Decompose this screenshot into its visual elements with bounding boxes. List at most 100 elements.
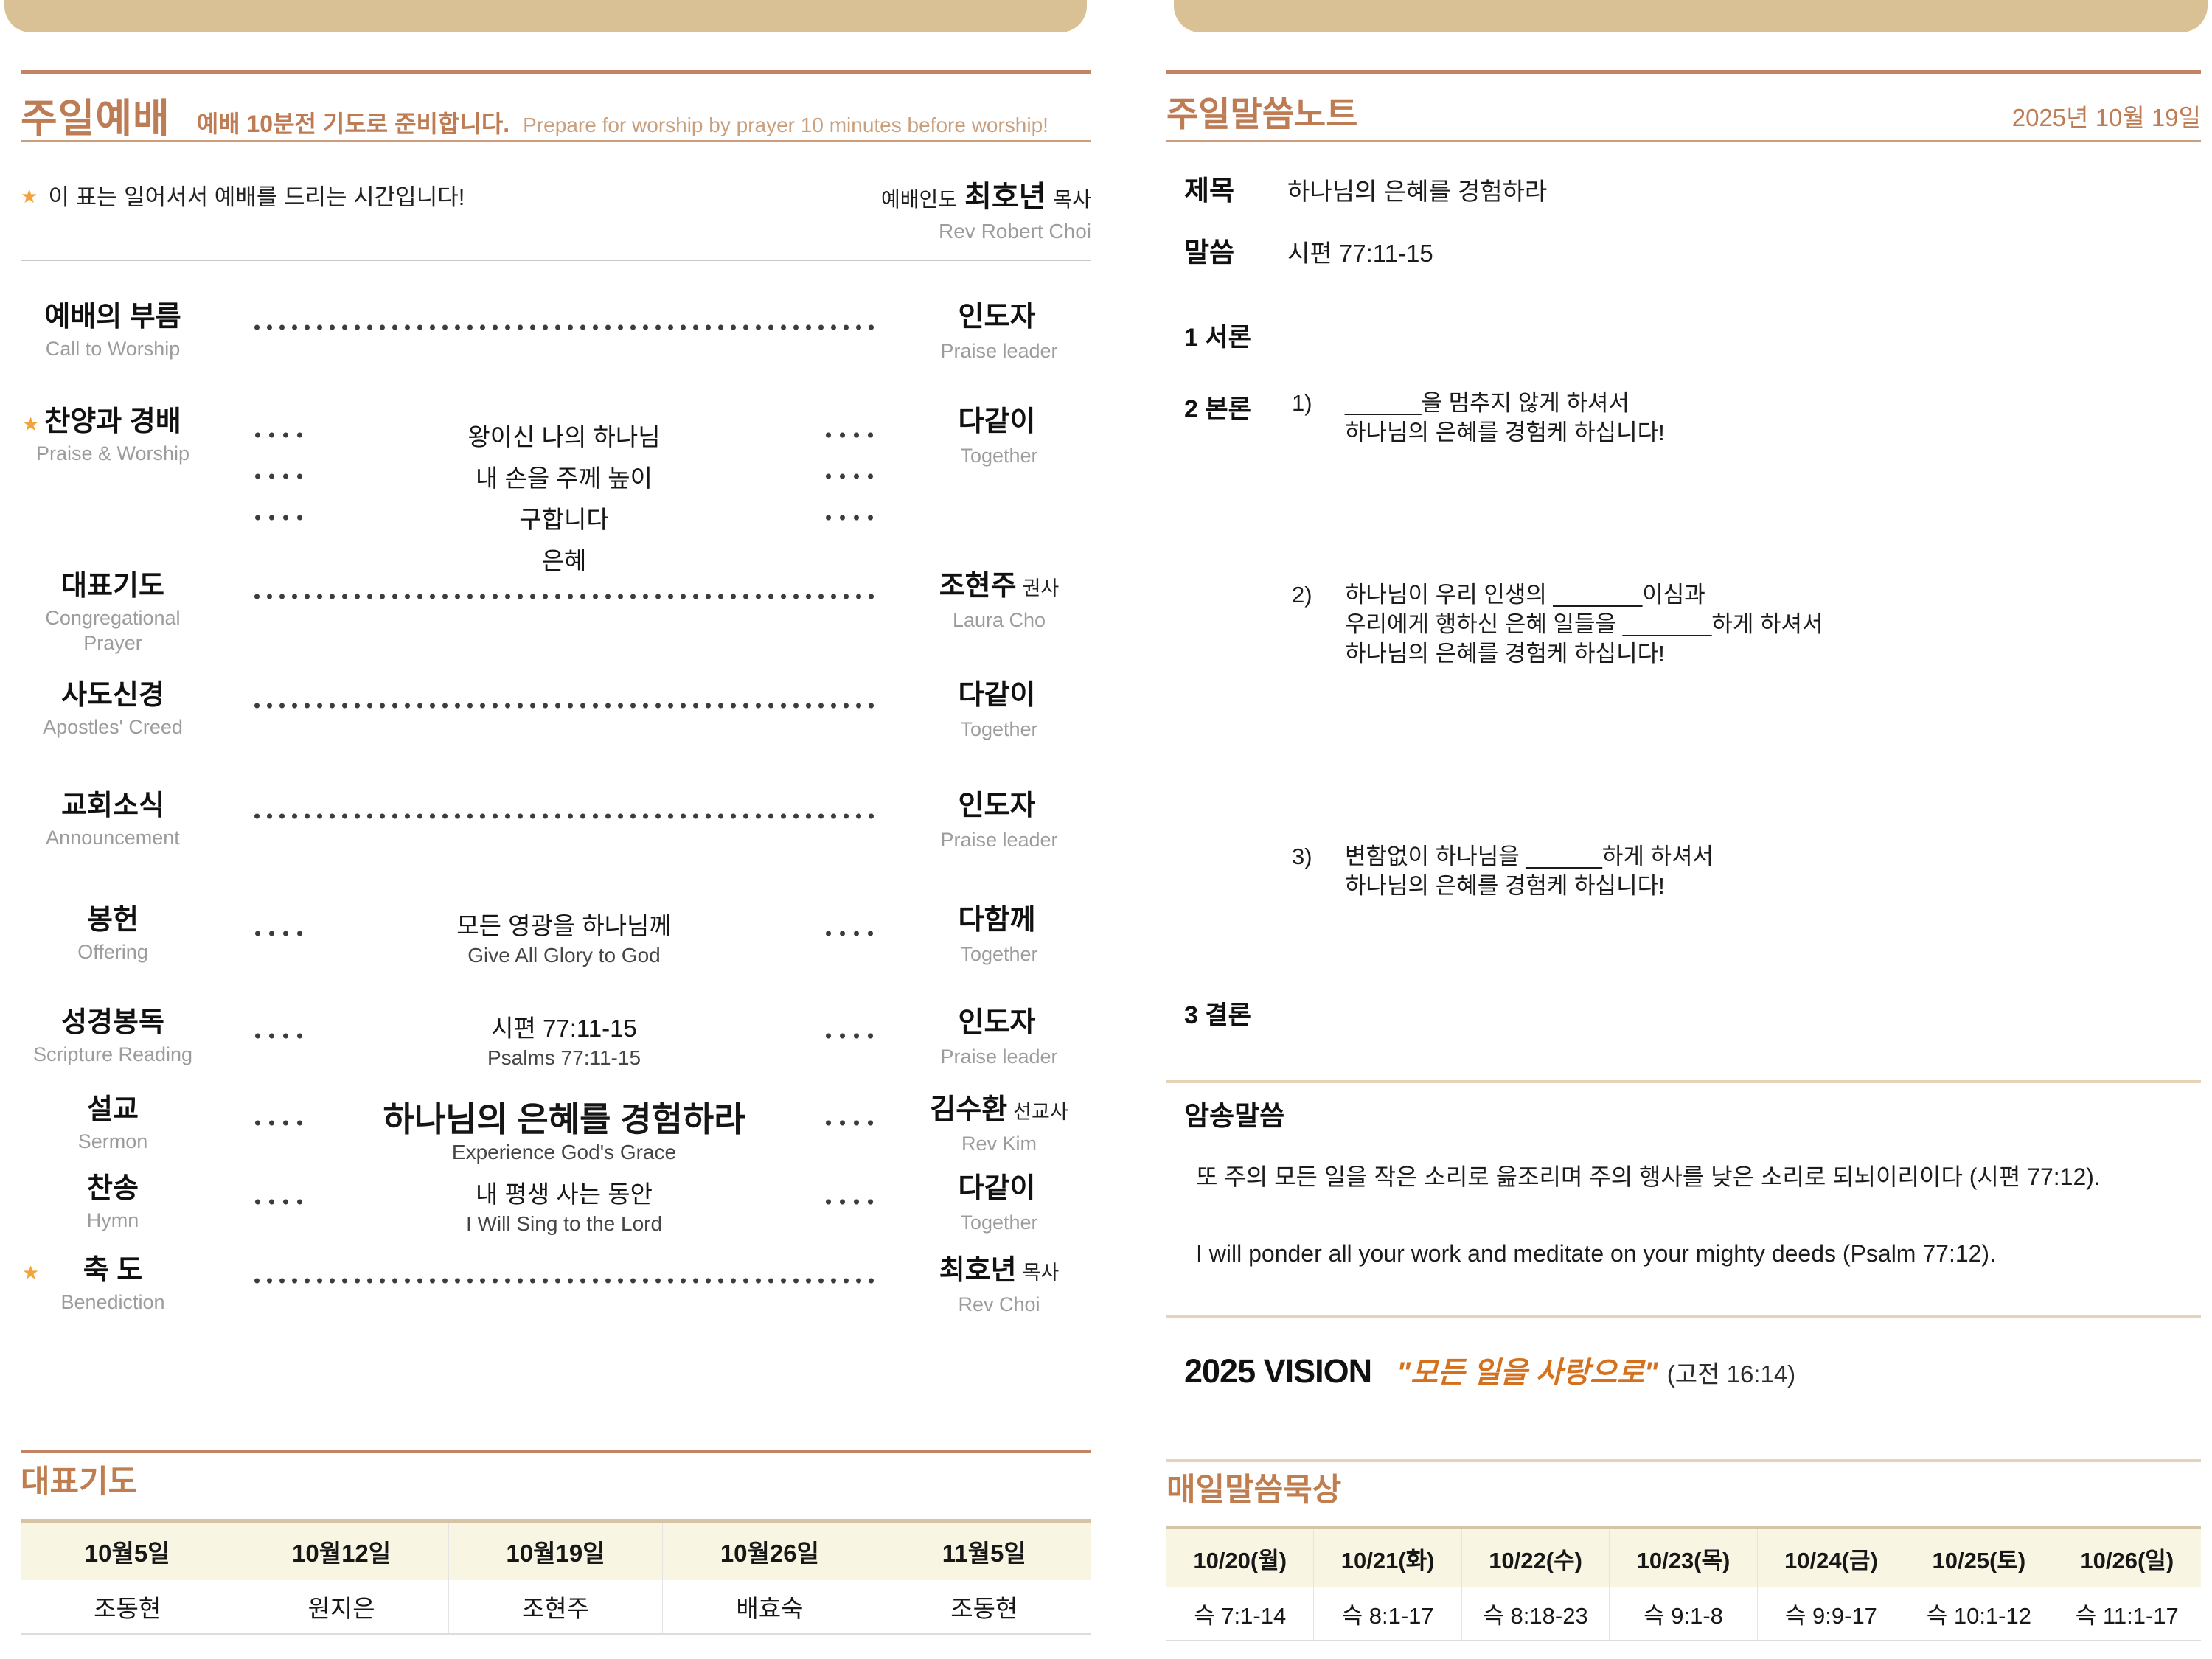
- dot-leader: [251, 1033, 307, 1039]
- dot-leader: [821, 473, 877, 479]
- worship-item-middle: 왕이신 나의 하나님 내 손을 주께 높이 구합니다 은혜: [205, 414, 907, 580]
- table-header-cell: 10월26일: [663, 1523, 877, 1580]
- outline-body-label: 2 본론: [1184, 395, 1251, 423]
- point-number: 2): [1292, 582, 1312, 608]
- worship-item-middle: 시편 77:11-15 Psalms 77:11-15: [205, 1012, 907, 1071]
- worship-item-person-en: Together: [960, 943, 1038, 965]
- divider: [1166, 1459, 2201, 1462]
- worship-item-middle: [205, 788, 907, 819]
- worship-item-title-ko: 봉헌: [87, 905, 139, 936]
- worship-item-title-en: Apostles' Creed: [43, 716, 183, 738]
- worship-section-header: 주일예배 예배 10분전 기도로 준비합니다. Prepare for wors…: [21, 74, 1091, 141]
- worship-item-title-ko: 사도신경: [61, 680, 164, 711]
- worship-item-middle: [205, 568, 907, 599]
- table-header-cell: 10월19일: [448, 1523, 664, 1580]
- worship-item-person: 다같이 Together: [907, 404, 1091, 468]
- worship-item-row: ★ 예배의 부름 Call to Worship 인도자 Praise lead…: [21, 299, 1091, 364]
- worship-item-title-ko: 찬송: [87, 1173, 139, 1204]
- worship-order-section: 주일예배 예배 10분전 기도로 준비합니다. Prepare for wors…: [21, 0, 1091, 1635]
- worship-leader-label: 예배인도: [881, 188, 958, 211]
- dot-leader: [821, 432, 877, 438]
- worship-item-middle: 모든 영광을 하나님께 Give All Glory to God: [205, 910, 907, 969]
- divider: [1166, 1315, 2201, 1318]
- sermon-scripture-label: 말씀: [1184, 237, 1235, 268]
- point-line: 하나님의 은혜를 경험케 하십니다!: [1345, 420, 1665, 445]
- worship-item-label: 축 도 Benediction: [21, 1253, 205, 1315]
- divider: [1166, 70, 2201, 74]
- point-number: 3): [1292, 844, 1312, 869]
- sermon-note-header: 주일말씀노트 2025년 10월 19일: [1166, 74, 2201, 140]
- worship-item-person: 최호년 목사 Rev Choi: [907, 1253, 1091, 1317]
- worship-item-title-ko: 예배의 부름: [44, 302, 181, 333]
- point-lines: ______을 멈추지 않게 하셔서 하나님의 은혜를 경험케 하십니다!: [1345, 389, 1665, 448]
- dot-leader: [251, 594, 877, 599]
- outline-point: 1) ______을 멈추지 않게 하셔서 하나님의 은혜를 경험케 하십니다!: [1292, 389, 1665, 448]
- dot-leader: [821, 931, 877, 936]
- worship-item-label: 교회소식 Announcement: [21, 788, 205, 850]
- divider: [21, 70, 1091, 74]
- vision-row: 2025 VISION "모든 일을 사랑으로" (고전 16:14): [1166, 1349, 2201, 1391]
- worship-item-content: 시편 77:11-15 Psalms 77:11-15: [307, 1012, 821, 1071]
- sermon-note-section: 주일말씀노트 2025년 10월 19일 제목 하나님의 은혜를 경험하라 말씀…: [1166, 0, 2201, 1641]
- memory-verse-korean: 또 주의 모든 일을 작은 소리로 읊조리며 주의 행사를 낮은 소리로 되뇌이…: [1196, 1164, 2101, 1190]
- divider: [1166, 140, 2201, 142]
- worship-item-title-ko: 교회소식: [61, 790, 164, 821]
- worship-subtitle-en: Prepare for worship by prayer 10 minutes…: [523, 114, 1048, 136]
- dot-leader: [821, 1033, 877, 1039]
- dot-leader: [251, 432, 307, 438]
- table-header-cell: 10/22(수): [1461, 1529, 1610, 1587]
- dot-leader: [821, 1120, 877, 1126]
- content-title-ko: 내 평생 사는 동안: [475, 1180, 653, 1208]
- worship-item-label: 예배의 부름 Call to Worship: [21, 299, 205, 361]
- table-cell: 슥 10:1-12: [1905, 1587, 2053, 1640]
- vision-label: 2025 VISION: [1184, 1352, 1372, 1390]
- worship-item-person-en: Together: [960, 718, 1038, 740]
- worship-item-content: 하나님의 은혜를 경험하라 Experience God's Grace: [307, 1099, 821, 1166]
- standing-star-icon: ★: [22, 1262, 40, 1284]
- worship-item-person: 조현주 권사 Laura Cho: [907, 568, 1091, 633]
- worship-item-person-en: Praise leader: [940, 340, 1058, 362]
- worship-item-person-ko: 다같이: [958, 406, 1036, 437]
- worship-item-person: 인도자 Praise leader: [907, 1005, 1091, 1069]
- dot-leader: [251, 473, 307, 479]
- worship-item-label: 사도신경 Apostles' Creed: [21, 678, 205, 740]
- point-line: 우리에게 행하신 은혜 일들을 _______하게 하셔서: [1345, 611, 1823, 637]
- sermon-title-row: 제목 하나님의 은혜를 경험하라: [1166, 168, 2201, 208]
- song-row: 구합니다: [251, 497, 877, 538]
- worship-item-person-ko: 최호년 목사: [939, 1255, 1060, 1286]
- content-title-ko: 모든 영광을 하나님께: [456, 912, 672, 939]
- standing-star-icon: ★: [21, 185, 38, 207]
- standing-star-icon: ★: [22, 413, 40, 435]
- worship-item-row: ★ 찬양과 경배 Praise & Worship 왕이신 나의 하나님 내 손을…: [21, 404, 1091, 580]
- worship-item-person: 다함께 Together: [907, 902, 1091, 967]
- dot-leader: [251, 703, 877, 709]
- dot-leader: [251, 931, 307, 936]
- song-row: 은혜: [251, 538, 877, 580]
- worship-order-list: ★ 예배의 부름 Call to Worship 인도자 Praise lead…: [21, 261, 1091, 1450]
- point-line: 하나님의 은혜를 경험케 하십니다!: [1345, 641, 1665, 667]
- worship-item-label: 대표기도 Congregational Prayer: [21, 568, 205, 655]
- table-header-cell: 10/20(월): [1166, 1529, 1315, 1587]
- worship-item-title-ko: 성경봉독: [61, 1007, 164, 1038]
- worship-item-title-ko: 찬양과 경배: [44, 406, 181, 437]
- point-line: 하나님이 우리 인생의 _______이심과: [1345, 582, 1705, 608]
- worship-item-person: 인도자 Praise leader: [907, 299, 1091, 364]
- meditation-table-title: 매일말씀묵상: [1166, 1472, 1342, 1508]
- table-header-cell: 10/26(일): [2053, 1529, 2201, 1587]
- worship-item-content: 내 평생 사는 동안 I Will Sing to the Lord: [307, 1178, 821, 1237]
- dot-leader: [821, 1199, 877, 1205]
- worship-item-row: ★ 사도신경 Apostles' Creed 다같이 Together: [21, 678, 1091, 742]
- table-cell: 슥 9:1-8: [1610, 1587, 1758, 1640]
- sermon-scripture-row: 말씀 시편 77:11-15: [1166, 230, 2201, 270]
- dot-leader: [251, 324, 877, 330]
- worship-section-title: 주일예배: [21, 97, 170, 141]
- worship-item-title-en: Congregational Prayer: [45, 607, 181, 654]
- song-row: 내 손을 주께 높이: [251, 456, 877, 497]
- worship-item-title-en: Benediction: [60, 1291, 165, 1313]
- right-top-bar: [1174, 0, 2208, 32]
- table-cell: 슥 11:1-17: [2053, 1587, 2201, 1640]
- content-title-en: I Will Sing to the Lord: [465, 1212, 663, 1235]
- worship-item-person-en: Praise leader: [940, 829, 1058, 851]
- worship-item-person: 다같이 Together: [907, 678, 1091, 742]
